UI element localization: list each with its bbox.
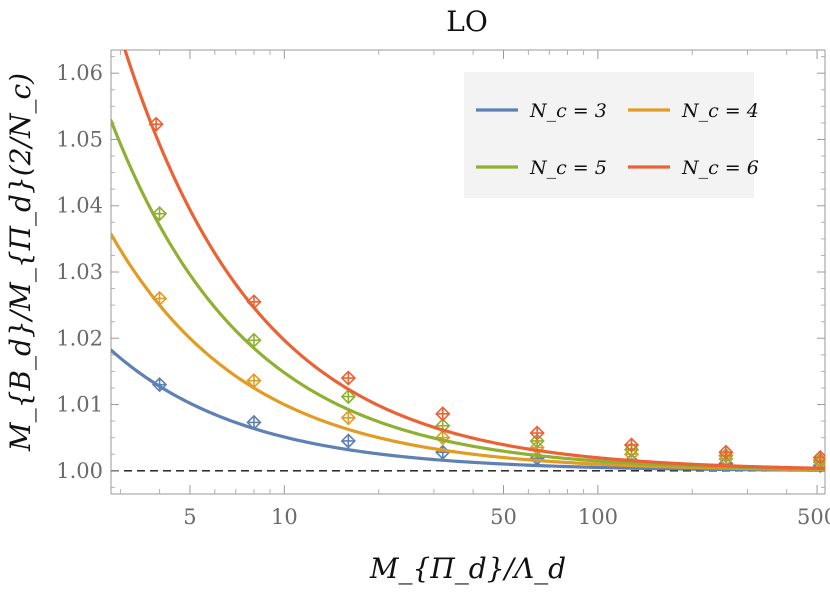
data-point-marker [246,332,262,348]
y-tick-label: 1.06 [56,61,103,85]
y-axis-label: M_{B_d}/M_{Π_d}(2/N_c) [4,73,37,452]
series-4 [123,50,825,470]
data-point-marker [151,290,168,307]
data-point-marker [812,449,825,466]
y-tick-label: 1.00 [56,459,103,483]
data-point-marker [246,294,262,310]
data-point-marker [529,425,545,441]
data-point-marker [340,370,356,386]
chart-title: LO [446,5,488,38]
y-tick-label: 1.05 [56,127,103,151]
legend: N_c = 3 N_c = 4 N_c = 5 N_c = 6 [464,72,759,198]
legend-label: N_c = 3 [529,100,607,122]
legend-label: N_c = 6 [681,157,759,179]
y-tick-label: 1.01 [56,393,103,417]
data-point-marker [340,433,356,449]
data-point-marker [246,373,262,389]
x-tick-label: 50 [490,505,517,529]
series-2 [111,232,825,472]
data-point-marker [151,206,168,222]
x-tick-label: 5 [183,505,196,529]
y-tick-label: 1.04 [56,194,103,218]
legend-label: N_c = 5 [529,157,607,179]
data-point-marker [151,377,168,393]
data-point-marker [435,406,451,422]
y-tick-label: 1.02 [56,326,103,350]
legend-box [464,72,754,198]
data-point-marker [246,414,262,431]
y-tick-label: 1.03 [56,260,103,284]
series-line [111,232,825,472]
x-tick-label: 100 [578,505,618,529]
data-point-marker [623,437,640,453]
data-point-marker [718,444,734,460]
data-point-marker [340,388,356,405]
data-point-marker [148,116,164,132]
x-tick-label: 10 [271,505,298,529]
series-line [123,50,825,470]
x-tick-label: 500 [797,505,830,529]
x-axis-label: M_{Π_d}/Λ_d [369,552,566,585]
data-point-marker [340,410,356,426]
legend-label: N_c = 4 [681,100,759,122]
